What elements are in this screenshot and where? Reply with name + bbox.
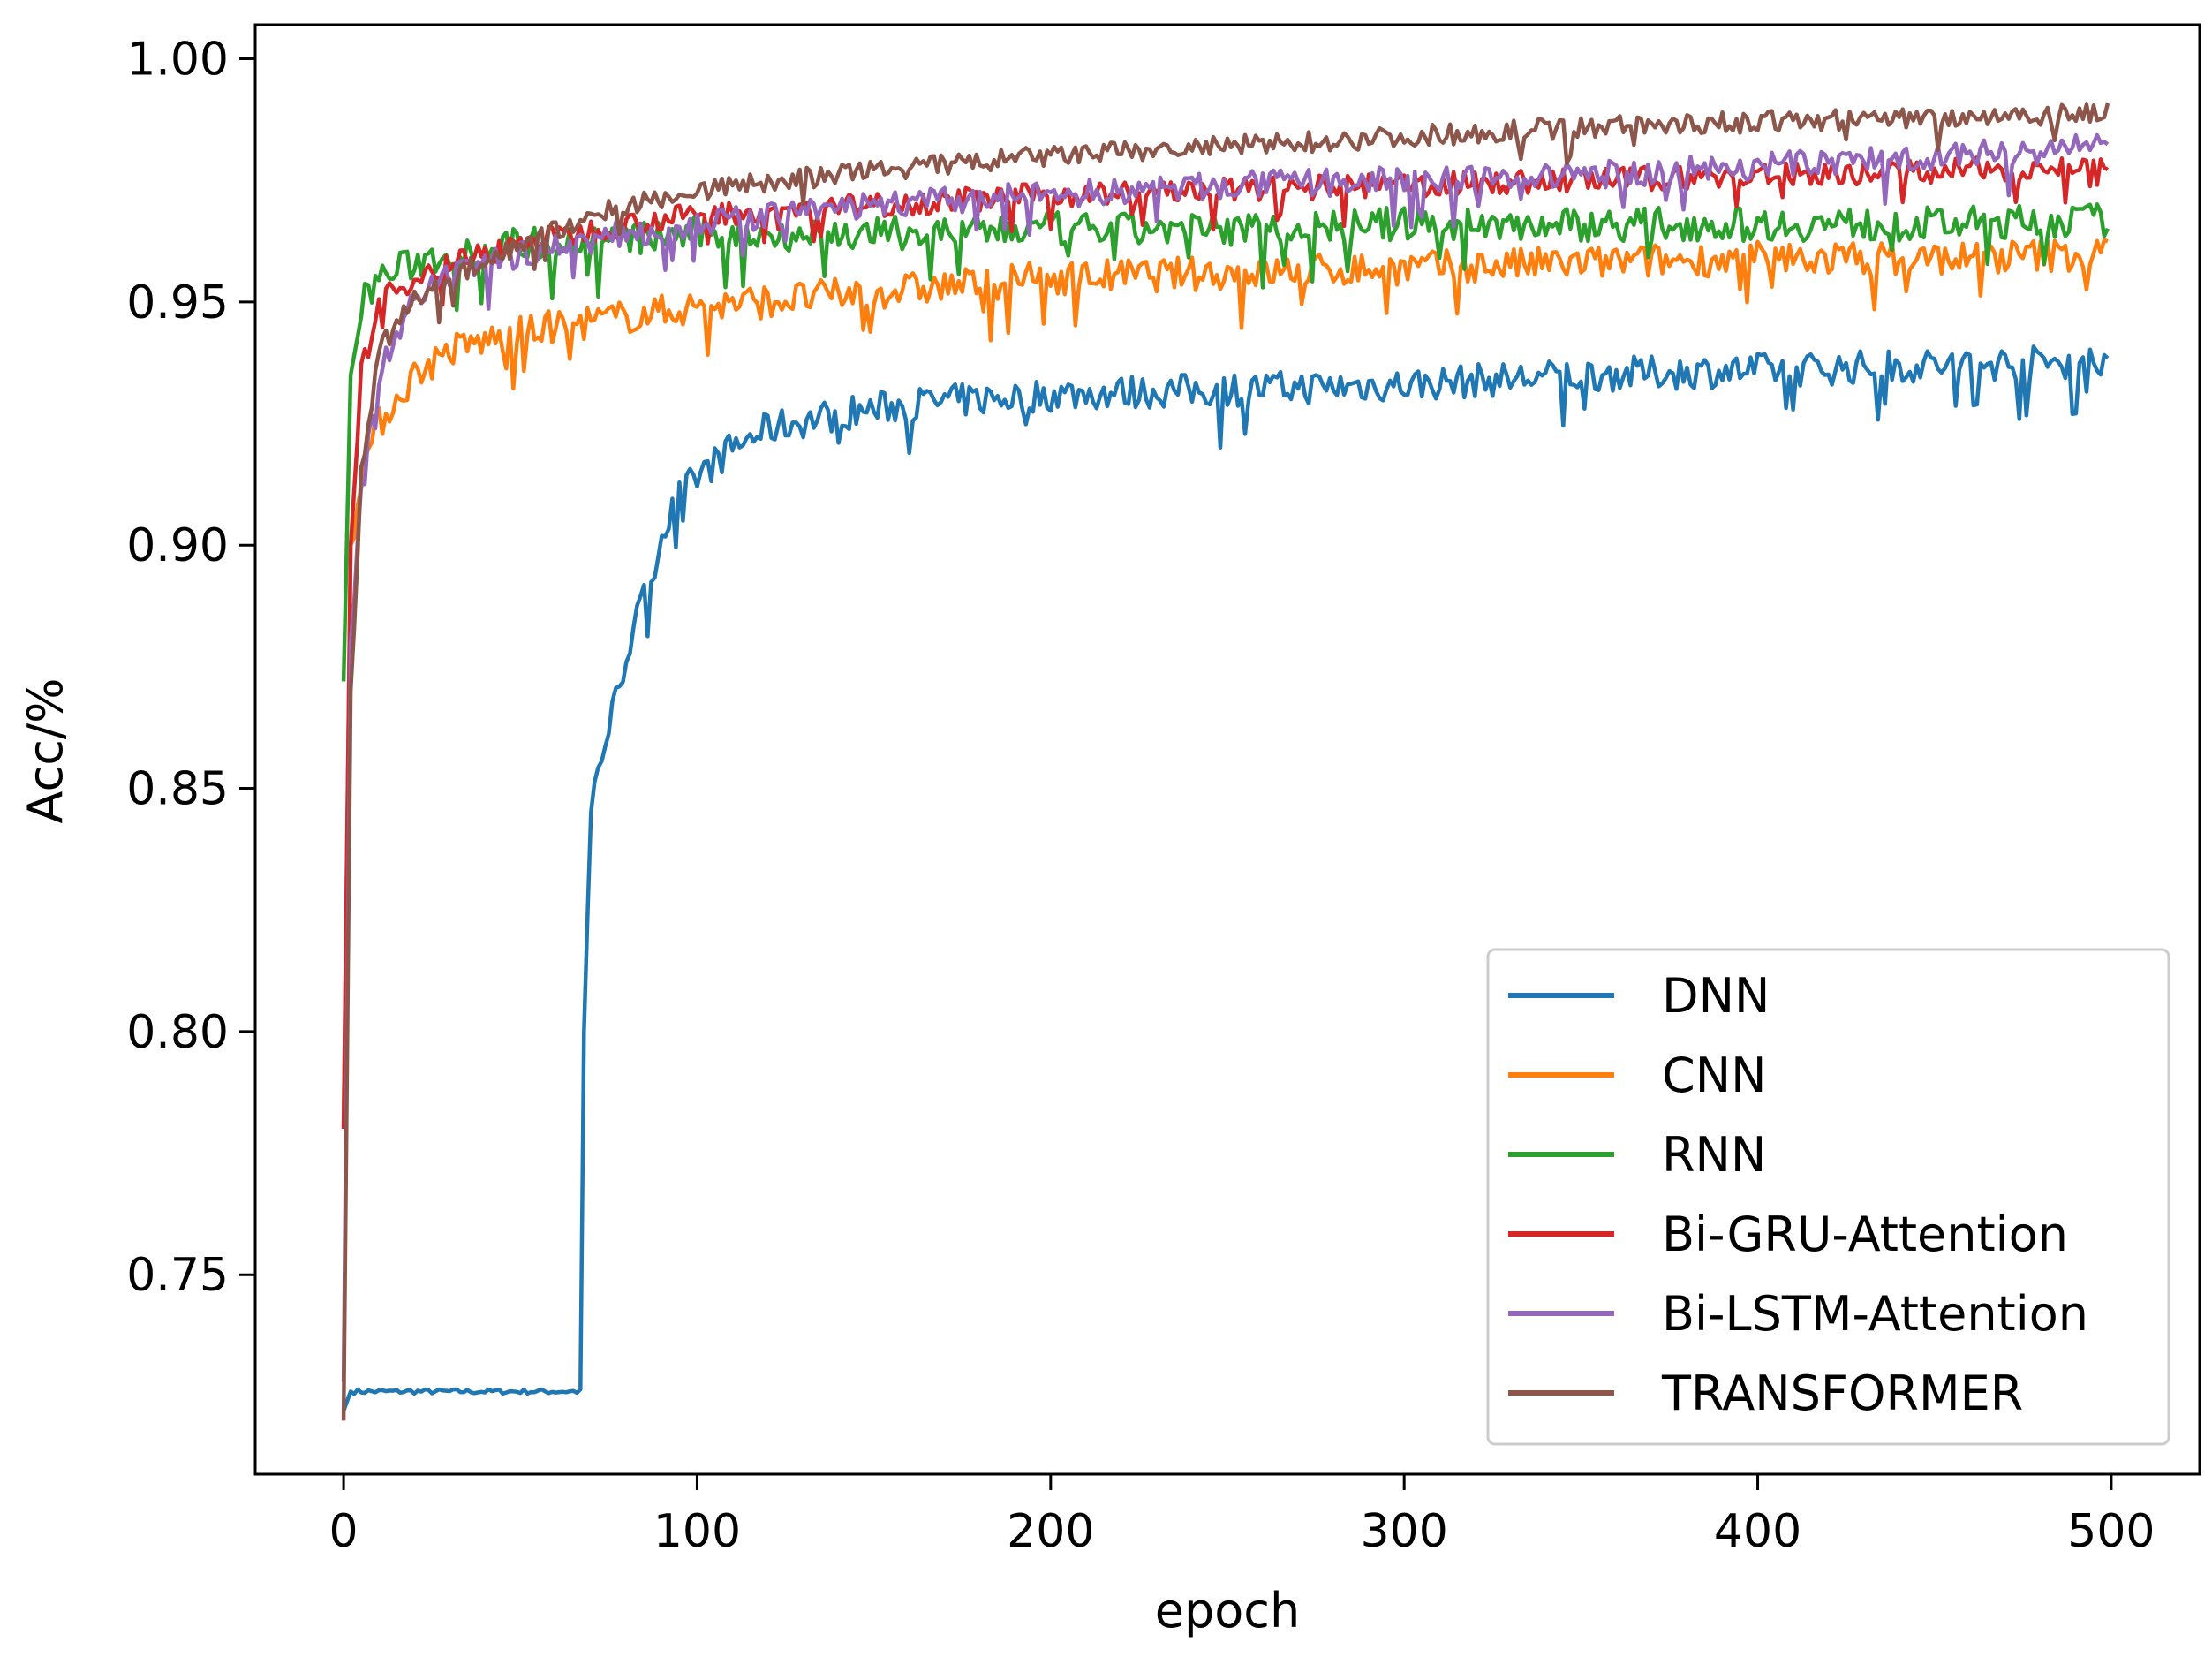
y-tick-label: 1.00	[126, 34, 229, 87]
legend-label: RNN	[1662, 1127, 1766, 1183]
plot-lines	[341, 102, 2110, 1421]
y-tick-label: 0.75	[126, 1249, 229, 1302]
legend-label: TRANSFORMER	[1661, 1366, 2023, 1421]
y-tick-label: 0.80	[126, 1006, 229, 1059]
x-tick-label: 100	[653, 1505, 741, 1558]
y-tick-label: 0.90	[126, 519, 229, 572]
y-axis-label: Acc/%	[18, 678, 73, 824]
legend-frame	[1486, 948, 2170, 1446]
y-tick-label: 0.85	[126, 763, 229, 816]
legend-label: CNN	[1662, 1048, 1767, 1103]
x-tick-label: 200	[1007, 1505, 1094, 1558]
x-tick-label: 500	[2067, 1505, 2155, 1558]
series-line-transformer	[341, 102, 2110, 1421]
x-tick-label: 300	[1361, 1505, 1448, 1558]
legend-label: Bi-LSTM-Attention	[1662, 1286, 2088, 1342]
y-tick-label: 0.95	[126, 276, 229, 329]
legend: DNN CNN RNN Bi-GRU-Attention Bi-LSTM-Attenti…	[1486, 948, 2170, 1446]
legend-label: Bi-GRU-Attention	[1662, 1207, 2068, 1262]
x-axis-label: epoch	[1155, 1583, 1300, 1638]
series-line-dnn	[341, 344, 2110, 1412]
y-axis: 0.75 0.80 0.85 0.90 0.95 1.00	[126, 34, 255, 1302]
series-line-cnn	[341, 238, 2109, 1130]
x-axis: 0 100 200 300 400 500	[329, 1474, 2155, 1558]
x-tick-label: 400	[1714, 1505, 1801, 1558]
legend-label: DNN	[1662, 968, 1770, 1024]
series-line-bi-lstm-attention	[341, 132, 2110, 1382]
x-tick-label: 0	[329, 1505, 359, 1558]
plot-frame	[253, 23, 2201, 1476]
